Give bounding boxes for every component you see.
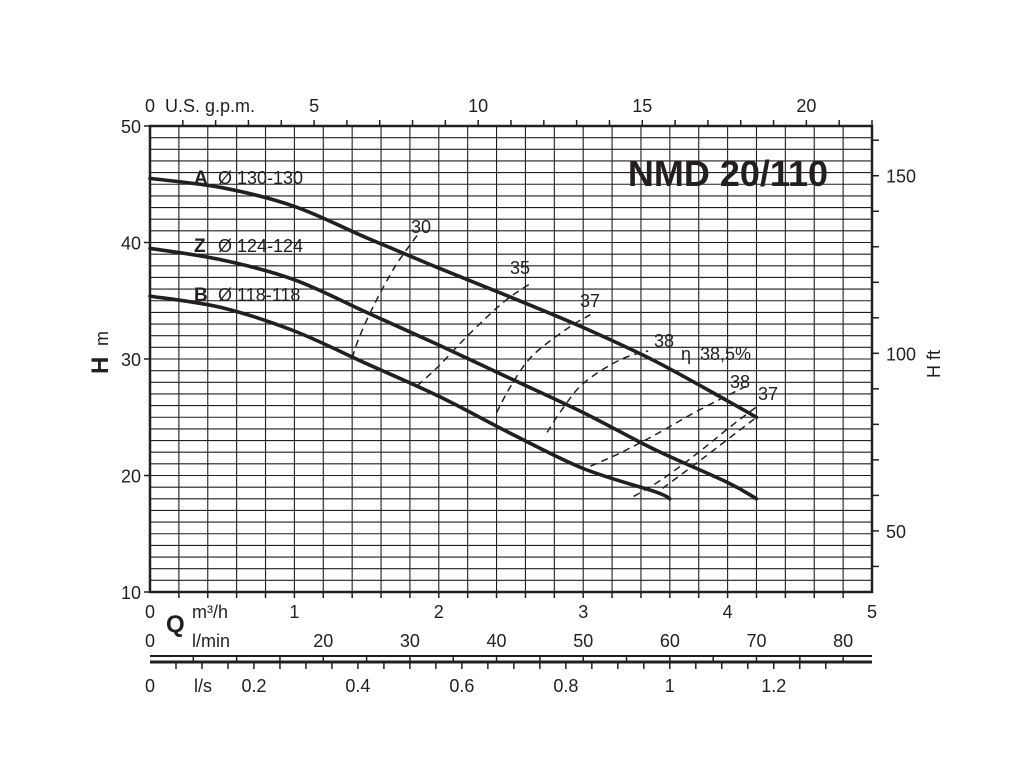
x-tick-label: 2 <box>434 602 444 622</box>
curve-diameter-Z: Ø 124-124 <box>218 236 303 256</box>
x-axis-unit-m3h: m³/h <box>192 602 228 622</box>
lmin-tick-label: 30 <box>400 631 420 651</box>
top-axis-tick-label: 0 <box>145 96 155 116</box>
y-tick-label: 20 <box>121 467 141 487</box>
y-axis-title: H m <box>87 331 114 374</box>
x-axis-unit-lmin: l/min <box>192 631 230 651</box>
efficiency-label: 37 <box>580 291 600 311</box>
ls-tick-label: 0.4 <box>345 676 370 696</box>
right-axis-title: H ft <box>924 350 944 378</box>
efficiency-curve-37 <box>495 314 591 413</box>
efficiency-symbol: η <box>681 344 691 364</box>
lmin-tick-label: 40 <box>487 631 507 651</box>
chart-title: NMD 20/110 <box>628 153 828 194</box>
efficiency-curve-35 <box>416 281 534 387</box>
efficiency-curves: 30 35 37 38 38,5% 38 37 <box>351 217 778 498</box>
efficiency-curve-385 <box>590 383 750 467</box>
efficiency-curve-38 <box>633 406 757 498</box>
x-axis-symbol: Q <box>166 611 185 638</box>
right-axis-tick-label: 150 <box>886 167 916 187</box>
curve-letter-A: A <box>194 168 208 189</box>
lmin-tick-label: 60 <box>660 631 680 651</box>
y-axis-unit: m <box>92 331 112 346</box>
efficiency-label: 35 <box>510 258 530 278</box>
x-tick-label: 1 <box>289 602 299 622</box>
y-axis-symbol: H <box>87 357 114 374</box>
curve-diameter-B: Ø 118-118 <box>218 285 300 305</box>
right-axis-tick-label: 50 <box>886 522 906 542</box>
right-axis-tick-label: 100 <box>886 344 916 364</box>
pump-curve-Z <box>148 246 759 501</box>
x-tick-label: 3 <box>578 602 588 622</box>
ls-tick-label: 1.2 <box>761 676 786 696</box>
ls-tick-label: 0.2 <box>241 676 266 696</box>
y-tick-label: 40 <box>121 234 141 254</box>
curve-letter-Z: Z <box>194 236 206 257</box>
lmin-tick-label: 20 <box>313 631 333 651</box>
efficiency-curve-30 <box>351 235 418 359</box>
y-tick-label: 50 <box>121 117 141 137</box>
y-tick-label: 10 <box>121 583 141 603</box>
x-axis-unit-ls: l/s <box>194 676 212 696</box>
efficiency-label: 30 <box>411 217 431 237</box>
efficiency-curve-37 <box>662 416 757 489</box>
x-tick-label: 4 <box>723 602 733 622</box>
lmin-tick-label: 80 <box>833 631 853 651</box>
pump-curves: A Ø 130-130 Z Ø 124-124 B Ø 118-118 <box>148 168 759 501</box>
top-axis-tick-label: 20 <box>796 96 816 116</box>
pump-curve-A <box>148 176 759 420</box>
ls-tick-label: 0.8 <box>553 676 578 696</box>
curve-letter-B: B <box>194 285 208 306</box>
efficiency-label: 38 <box>730 372 750 392</box>
efficiency-label: 37 <box>758 384 778 404</box>
x-tick-label: 0 <box>145 602 155 622</box>
ls-tick-label: 0 <box>145 676 155 696</box>
curve-diameter-A: Ø 130-130 <box>218 168 303 188</box>
lmin-tick-label: 0 <box>145 631 155 651</box>
efficiency-label: 38 <box>654 331 674 351</box>
y-tick-label: 30 <box>121 350 141 370</box>
lmin-tick-label: 70 <box>746 631 766 651</box>
lmin-tick-label: 50 <box>573 631 593 651</box>
pump-curve-B <box>148 294 672 501</box>
x-tick-label: 5 <box>867 602 877 622</box>
efficiency-label: 38,5% <box>700 344 751 364</box>
ls-tick-label: 1 <box>665 676 675 696</box>
top-axis-title: U.S. g.p.m. <box>165 96 255 116</box>
grid <box>150 126 872 592</box>
ls-tick-label: 0.6 <box>449 676 474 696</box>
top-axis-tick-label: 10 <box>468 96 488 116</box>
top-axis-tick-label: 5 <box>309 96 319 116</box>
top-axis-tick-label: 15 <box>632 96 652 116</box>
efficiency-curve-38 <box>546 350 649 433</box>
